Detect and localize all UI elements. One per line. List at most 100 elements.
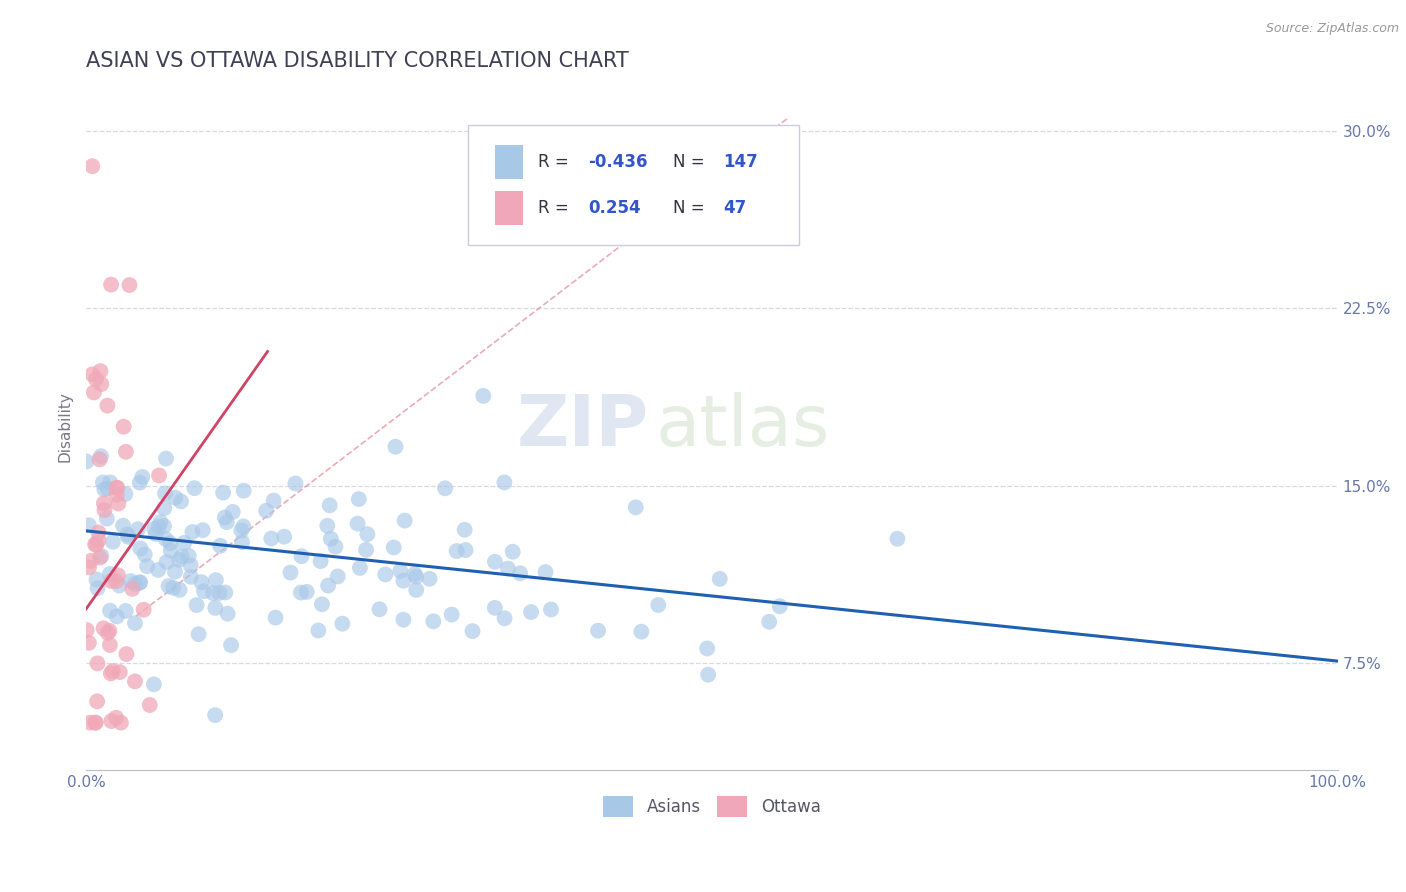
- Point: [124, 577, 146, 591]
- Point: [153, 486, 176, 500]
- Point: [169, 553, 191, 567]
- Point: [215, 515, 238, 529]
- Point: [316, 578, 339, 592]
- Point: [117, 527, 139, 541]
- Point: [696, 641, 718, 656]
- Point: [98, 566, 121, 581]
- Point: [159, 536, 181, 550]
- Text: N =: N =: [673, 199, 710, 218]
- Point: [319, 532, 342, 546]
- Point: [129, 575, 152, 590]
- Point: [232, 519, 254, 533]
- Point: [212, 485, 235, 500]
- Point: [440, 607, 463, 622]
- Point: [219, 638, 242, 652]
- Point: [181, 524, 204, 539]
- Point: [79, 715, 101, 730]
- Bar: [495, 191, 523, 226]
- Point: [217, 607, 239, 621]
- Point: [148, 468, 170, 483]
- Point: [326, 569, 349, 583]
- Point: [143, 522, 166, 536]
- Point: [98, 638, 121, 652]
- Point: [97, 625, 120, 640]
- Point: [222, 505, 245, 519]
- Point: [101, 534, 124, 549]
- Point: [186, 598, 208, 612]
- Point: [159, 543, 181, 558]
- Point: [107, 568, 129, 582]
- Point: [93, 621, 115, 635]
- Point: [100, 277, 122, 292]
- Point: [142, 677, 165, 691]
- Point: [120, 574, 142, 588]
- Point: [155, 451, 177, 466]
- Point: [105, 711, 128, 725]
- Point: [83, 385, 105, 400]
- Point: [105, 481, 128, 495]
- Point: [405, 570, 427, 584]
- Point: [112, 419, 135, 434]
- Point: [93, 496, 115, 510]
- Point: [187, 627, 209, 641]
- Point: [307, 624, 329, 638]
- FancyBboxPatch shape: [468, 125, 800, 244]
- Text: 0.254: 0.254: [588, 199, 641, 218]
- Point: [254, 504, 277, 518]
- Point: [540, 602, 562, 616]
- Point: [86, 581, 108, 595]
- Point: [347, 492, 370, 507]
- Point: [97, 482, 120, 496]
- Point: [105, 481, 128, 495]
- Point: [77, 636, 100, 650]
- Point: [453, 523, 475, 537]
- Point: [114, 487, 136, 501]
- Text: atlas: atlas: [655, 392, 830, 461]
- Point: [89, 550, 111, 565]
- Point: [214, 585, 236, 599]
- Point: [146, 563, 169, 577]
- Point: [368, 602, 391, 616]
- Point: [454, 543, 477, 558]
- Point: [647, 598, 669, 612]
- Point: [100, 714, 122, 728]
- Point: [231, 535, 253, 549]
- Point: [520, 605, 543, 619]
- Point: [177, 549, 200, 563]
- Text: ZIP: ZIP: [517, 392, 650, 461]
- Point: [108, 578, 131, 592]
- Point: [586, 624, 609, 638]
- Point: [170, 494, 193, 508]
- Point: [290, 585, 312, 599]
- Point: [346, 516, 368, 531]
- Point: [89, 364, 111, 378]
- Point: [96, 511, 118, 525]
- Point: [405, 582, 427, 597]
- Point: [280, 566, 302, 580]
- Point: [180, 570, 202, 584]
- Point: [157, 579, 180, 593]
- Point: [98, 475, 121, 490]
- Point: [86, 573, 108, 587]
- Legend: Asians, Ottawa: Asians, Ottawa: [596, 789, 827, 823]
- Text: ASIAN VS OTTAWA DISABILITY CORRELATION CHART: ASIAN VS OTTAWA DISABILITY CORRELATION C…: [86, 51, 628, 70]
- Point: [697, 667, 720, 681]
- Point: [374, 567, 396, 582]
- Point: [93, 503, 115, 517]
- Point: [84, 715, 107, 730]
- Point: [273, 530, 295, 544]
- Point: [434, 481, 457, 495]
- Point: [316, 518, 339, 533]
- Point: [149, 515, 172, 529]
- Point: [89, 452, 111, 467]
- Point: [108, 665, 131, 679]
- Point: [87, 525, 110, 540]
- Point: [494, 611, 516, 625]
- Point: [87, 533, 110, 548]
- Point: [330, 616, 353, 631]
- Text: R =: R =: [538, 199, 579, 218]
- Point: [114, 604, 136, 618]
- Point: [82, 368, 104, 382]
- Point: [90, 549, 112, 563]
- Point: [263, 493, 285, 508]
